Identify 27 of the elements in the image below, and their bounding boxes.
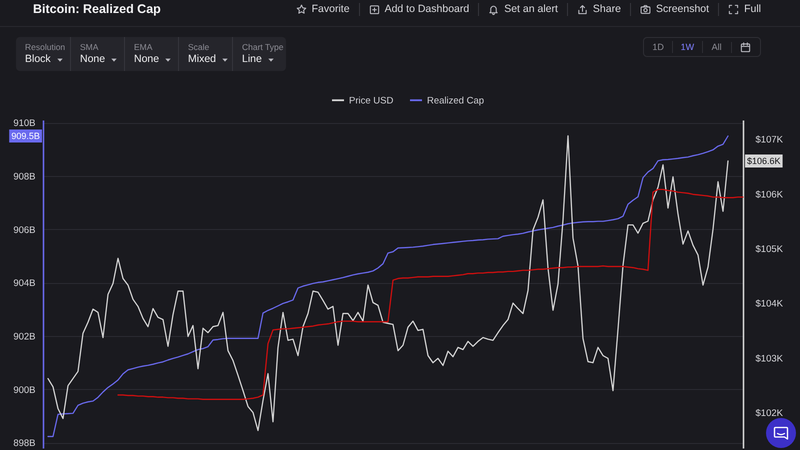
legend-label: Price USD bbox=[349, 95, 394, 106]
line-series bbox=[117, 188, 744, 400]
text: $106.6K bbox=[747, 156, 781, 166]
legend-label: Realized Cap bbox=[427, 95, 484, 106]
text: Favorite bbox=[312, 3, 350, 16]
text: Full bbox=[744, 3, 761, 16]
y-tick-label: 902B bbox=[13, 332, 36, 342]
y-tick-label: 904B bbox=[13, 278, 36, 290]
y-tick-label: 906B bbox=[13, 224, 36, 236]
y-tick-label: 910B bbox=[13, 118, 36, 130]
text: 909.5B bbox=[11, 131, 40, 141]
text: Add to Dashboard bbox=[384, 3, 470, 16]
y-tick-label: 900B bbox=[13, 384, 36, 396]
segmented-control: 1D 1W All bbox=[643, 37, 761, 57]
y2-tick-label: $104K bbox=[756, 298, 784, 310]
y-tick-label: 898B bbox=[13, 438, 36, 450]
y2-tick-label: $103K bbox=[756, 353, 784, 364]
text: Share bbox=[592, 3, 621, 16]
control-panel: Resolution Block SMA None EMA None Scale Mixed Chart Type Line bbox=[16, 37, 286, 71]
y2-tick-label: $102K bbox=[756, 408, 784, 419]
y2-tick-label: $105K bbox=[756, 244, 784, 255]
y2-tick-label: $107K bbox=[756, 134, 784, 146]
text: Screenshot bbox=[656, 3, 710, 16]
y2-tick-label: $106K bbox=[756, 189, 784, 200]
text: Bitcoin: Realized Cap bbox=[33, 2, 161, 17]
y-tick-label: 908B bbox=[13, 172, 36, 182]
text: Set an alert bbox=[504, 3, 558, 16]
